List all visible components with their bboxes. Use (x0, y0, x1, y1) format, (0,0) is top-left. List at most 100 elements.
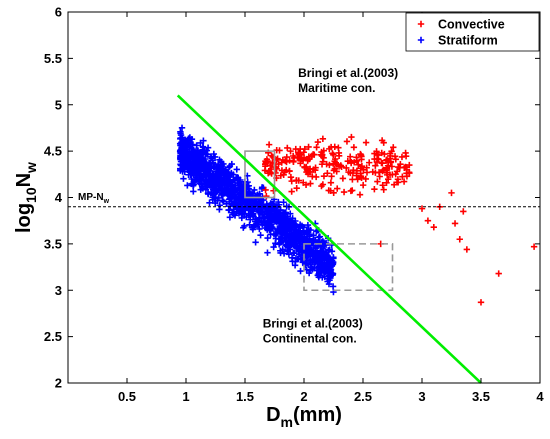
stratiform-point (189, 182, 197, 189)
convective-point (495, 270, 502, 277)
convective-point (335, 163, 343, 170)
convective-point (266, 169, 274, 176)
stratiform-point (314, 272, 321, 279)
convective-point (385, 175, 392, 183)
stratiform-point (309, 266, 316, 273)
convective-point (287, 173, 295, 181)
stratiform-point (193, 172, 201, 180)
x-tick-label: 4 (536, 389, 544, 404)
stratiform-point (313, 228, 320, 235)
convective-point (334, 185, 341, 192)
stratiform-point (313, 253, 320, 260)
stratiform-point (320, 239, 328, 246)
convective-point (265, 141, 273, 148)
stratiform-point (264, 249, 271, 256)
y-tick-label: 2.5 (44, 329, 62, 344)
convective-point (288, 188, 295, 195)
stratiform-point (326, 277, 333, 284)
convective-point (365, 159, 373, 166)
stratiform-point (197, 186, 204, 193)
convective-point (288, 177, 295, 185)
stratiform-point (226, 178, 234, 185)
stratiform-point (250, 213, 257, 220)
stratiform-point (328, 262, 336, 269)
stratiform-point (226, 162, 234, 170)
stratiform-point (257, 232, 264, 239)
convective-point (304, 156, 311, 163)
stratiform-point (329, 283, 337, 290)
stratiform-point (292, 255, 300, 262)
stratiform-point (304, 221, 312, 229)
convective-point (359, 181, 367, 189)
convective-point (263, 156, 271, 163)
stratiform-point (286, 242, 293, 249)
maritime-annotation: Bringi et al.(2003) Maritime con. (298, 66, 398, 95)
convective-point (347, 159, 355, 167)
stratiform-point (177, 147, 184, 154)
convective-points (261, 133, 538, 306)
stratiform-point (273, 214, 280, 222)
convective-point (353, 157, 361, 164)
convective-point (345, 168, 352, 176)
convective-point (392, 156, 399, 163)
stratiform-point (190, 188, 197, 195)
convective-point (343, 164, 350, 172)
stratiform-point (256, 225, 263, 233)
stratiform-point (263, 226, 271, 233)
x-tick-label: 2.5 (354, 389, 372, 404)
stratiform-point (229, 209, 236, 216)
stratiform-point (249, 226, 257, 233)
stratiform-point (297, 267, 304, 275)
stratiform-point (315, 234, 323, 241)
legend-marker (417, 20, 425, 28)
convective-point (286, 168, 293, 175)
convective-point (326, 145, 333, 153)
y-tick-label: 4.5 (44, 144, 62, 159)
convective-point (448, 189, 455, 197)
stratiform-point (198, 159, 206, 166)
convective-point (380, 139, 387, 146)
stratiform-point (330, 254, 337, 261)
convective-point (456, 236, 463, 243)
convective-point (274, 155, 281, 162)
stratiform-point (207, 153, 215, 160)
legend-marker (417, 36, 425, 44)
convective-point (393, 168, 401, 175)
stratiform-point (275, 225, 283, 233)
convective-point (329, 150, 336, 157)
stratiform-point (201, 165, 209, 173)
overlay-lines (68, 94, 540, 384)
stratiform-point (277, 218, 285, 225)
stratiform-point (312, 243, 319, 251)
stratiform-point (199, 173, 207, 180)
convective-point (293, 185, 300, 192)
convective-point (302, 181, 310, 189)
stratiform-point (307, 252, 314, 259)
stratiform-point (305, 248, 312, 255)
stratiform-point (238, 214, 246, 222)
stratiform-points (176, 124, 337, 296)
stratiform-point (177, 130, 184, 137)
convective-point (347, 187, 355, 195)
stratiform-point (206, 199, 213, 206)
convective-point (362, 175, 369, 183)
convective-point (396, 164, 403, 171)
convective-point (378, 149, 385, 157)
y-tick-label: 3.5 (44, 236, 62, 251)
stratiform-point (238, 201, 245, 208)
stratiform-point (181, 161, 189, 169)
convective-point (451, 220, 459, 227)
stratiform-point (184, 182, 191, 189)
stratiform-point (307, 226, 314, 234)
stratiform-point (307, 261, 314, 268)
stratiform-point (188, 175, 195, 183)
convective-point (373, 148, 380, 155)
convective-point (312, 173, 320, 181)
stratiform-point (226, 192, 233, 199)
convective-point (375, 169, 383, 176)
x-axis-label: Dm(mm) (266, 404, 342, 430)
convective-point (330, 167, 338, 174)
convective-point (477, 299, 485, 306)
convective-point (374, 178, 381, 185)
stratiform-point (246, 221, 253, 229)
